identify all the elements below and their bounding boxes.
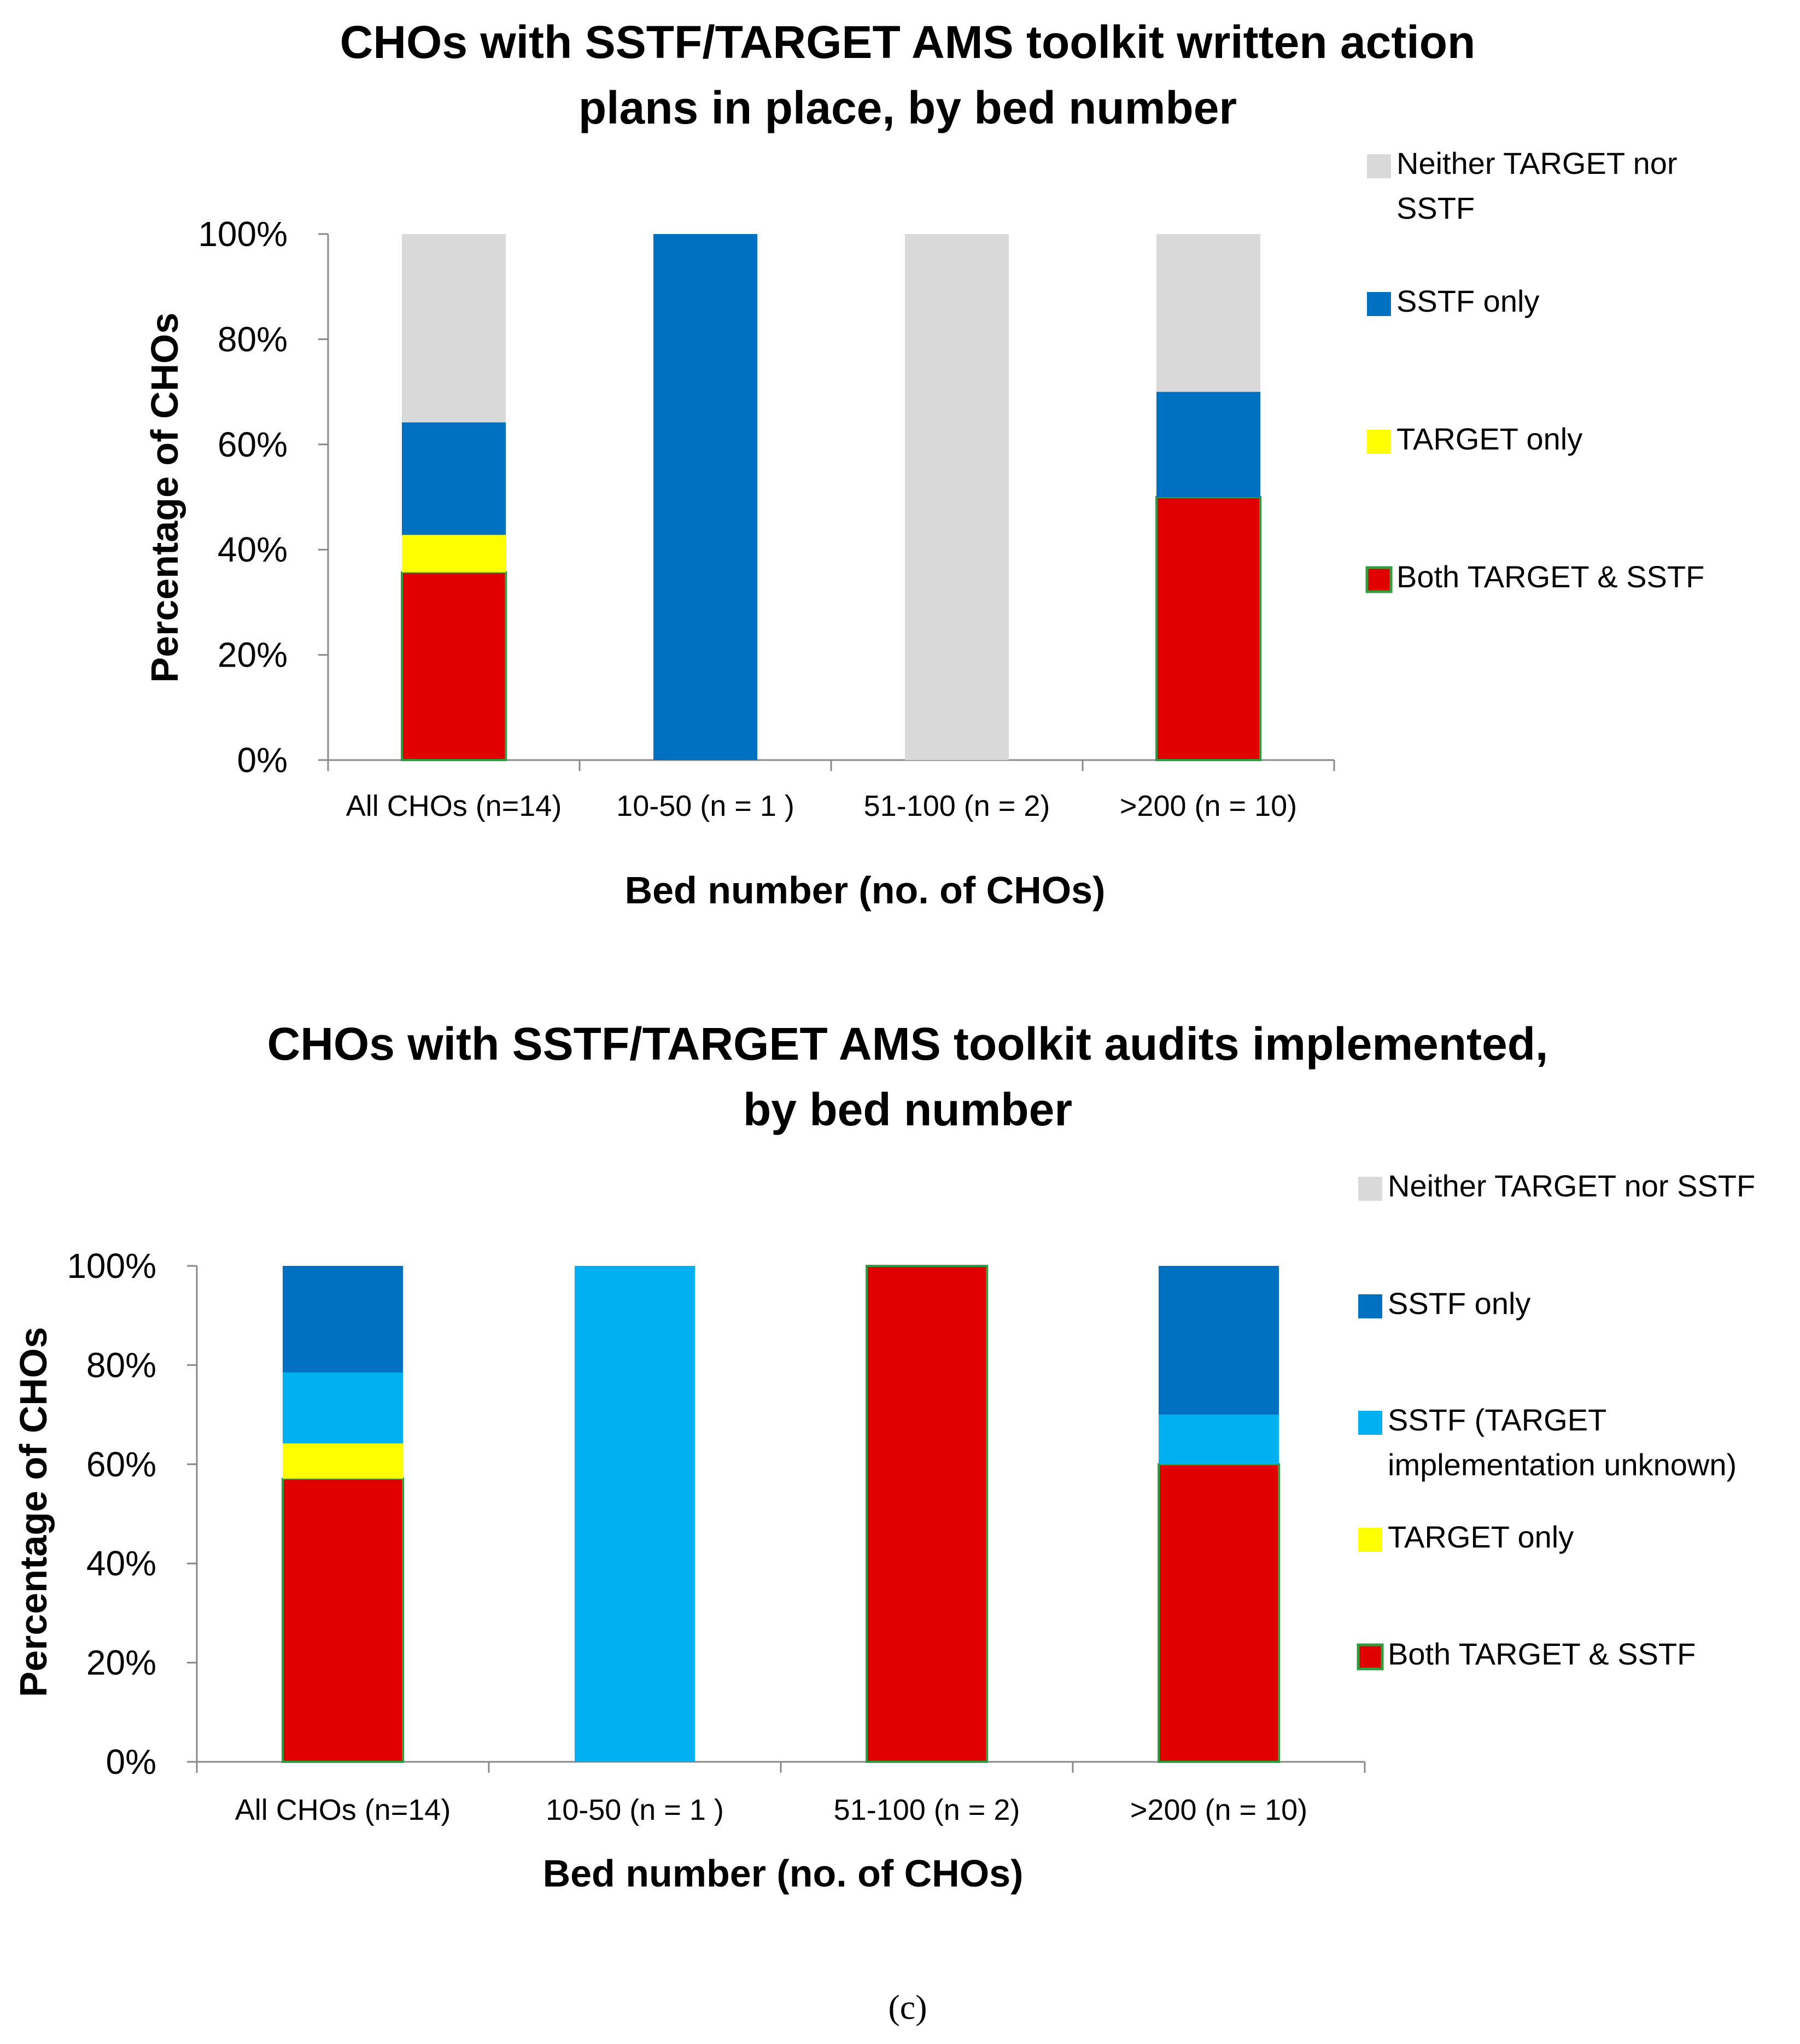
bar-segment-sstf-only [402, 422, 506, 535]
legend-label: TARGET only [1388, 1520, 1574, 1554]
y-tick-label: 60% [86, 1445, 156, 1484]
x-tick-label: All CHOs (n=14) [346, 790, 562, 822]
legend-label: SSTF (TARGET [1388, 1403, 1606, 1437]
legend-label: Both TARGET & SSTF [1396, 559, 1704, 594]
chart-title-line-1: CHOs with SSTF/TARGET AMS toolkit writte… [340, 16, 1476, 68]
legend-label: implementation unknown) [1388, 1447, 1737, 1482]
bar-segment-sstf-only [1156, 392, 1260, 497]
legend-label: Neither TARGET nor SSTF [1388, 1169, 1755, 1203]
legend: Neither TARGET nor SSTF SSTF only SSTF (TA… [1357, 1169, 1755, 1671]
legend-swatch-sstf-only [1358, 1294, 1382, 1318]
bar-segment-both [1158, 1463, 1280, 1763]
legend-swatch-neither [1367, 154, 1391, 178]
y-tick-label: 20% [218, 635, 288, 675]
bar-segment-both [1155, 496, 1261, 761]
chart-title-line-1: CHOs with SSTF/TARGET AMS toolkit audits… [267, 1018, 1548, 1070]
bar-segment-sstf-unknown [283, 1373, 403, 1444]
legend-swatch-neither [1358, 1177, 1382, 1201]
legend: Neither TARGET nor SSTF SSTF only TARGET on… [1365, 146, 1704, 594]
y-axis-label: Percentage of CHOs [12, 1327, 55, 1697]
x-tick-label: 10-50 (n = 1 ) [546, 1794, 724, 1826]
legend-swatch-target-only [1358, 1528, 1382, 1552]
chart-title-line-2: by bed number [743, 1084, 1072, 1135]
legend-label: SSTF [1396, 191, 1475, 225]
x-axis-label: Bed number (no. of CHOs) [543, 1852, 1024, 1895]
y-tick-label: 80% [86, 1345, 156, 1385]
legend-label: SSTF only [1396, 284, 1539, 318]
y-tick-label: 0% [106, 1742, 157, 1782]
y-tick-label: 0% [237, 740, 288, 780]
y-tick-label: 100% [198, 214, 288, 254]
bar-segment-both [282, 1477, 404, 1763]
bar-segment-sstf-only [1159, 1266, 1279, 1415]
x-axis-label: Bed number (no. of CHOs) [625, 869, 1106, 912]
bar-segment-neither [402, 234, 506, 423]
legend-label: TARGET only [1396, 422, 1582, 456]
x-tick-label: 51-100 (n = 2) [834, 1794, 1020, 1826]
bar-segment-neither [1156, 234, 1260, 392]
x-tick-label: >200 (n = 10) [1130, 1794, 1307, 1826]
plot-area: 0% 20% 40% 60% 80% 100% All CHOs (n=14) 10-50 (… [67, 1246, 1366, 1826]
legend-label: Both TARGET & SSTF [1388, 1637, 1696, 1671]
bar-segment-both [866, 1265, 988, 1763]
legend-label: SSTF only [1388, 1286, 1530, 1321]
legend-swatch-sstf-unknown [1358, 1411, 1382, 1435]
bar-segment-sstf-unknown [575, 1266, 695, 1762]
bar-segment-sstf-only [653, 234, 757, 760]
y-tick-label: 80% [218, 319, 288, 359]
bar-segment-target-only [283, 1443, 403, 1479]
x-tick-label: 10-50 (n = 1 ) [616, 790, 794, 822]
bar-segment-target-only [402, 535, 506, 573]
x-tick-label: All CHOs (n=14) [235, 1794, 451, 1826]
legend-label: Neither TARGET nor [1396, 146, 1678, 180]
bar-segment-both [401, 571, 507, 762]
bar-segment-neither [905, 234, 1009, 760]
chart-title-line-2: plans in place, by bed number [578, 82, 1237, 133]
y-tick-label: 60% [218, 425, 288, 464]
panel-label: (c) [888, 1988, 927, 2027]
bar-segment-sstf-only [283, 1266, 403, 1373]
y-tick-label: 100% [67, 1246, 156, 1286]
plot-area: 0% 20% 40% 60% 80% 100% All CHOs (n=14) 10-50 (… [198, 214, 1335, 822]
bar-segment-sstf-unknown [1159, 1415, 1279, 1464]
y-tick-label: 40% [218, 530, 288, 569]
y-tick-label: 40% [86, 1544, 156, 1583]
y-axis-label: Percentage of CHOs [143, 313, 186, 683]
legend-swatch-both [1365, 566, 1393, 593]
legend-swatch-both [1357, 1643, 1384, 1671]
x-tick-label: >200 (n = 10) [1120, 790, 1297, 822]
chart-audits-implemented: CHOs with SSTF/TARGET AMS toolkit audits… [12, 1018, 1755, 1895]
legend-swatch-sstf-only [1367, 292, 1391, 316]
y-tick-label: 20% [86, 1643, 156, 1683]
chart-written-action-plans: CHOs with SSTF/TARGET AMS toolkit writte… [143, 16, 1704, 912]
x-tick-label: 51-100 (n = 2) [864, 790, 1050, 822]
legend-swatch-target-only [1367, 430, 1391, 454]
